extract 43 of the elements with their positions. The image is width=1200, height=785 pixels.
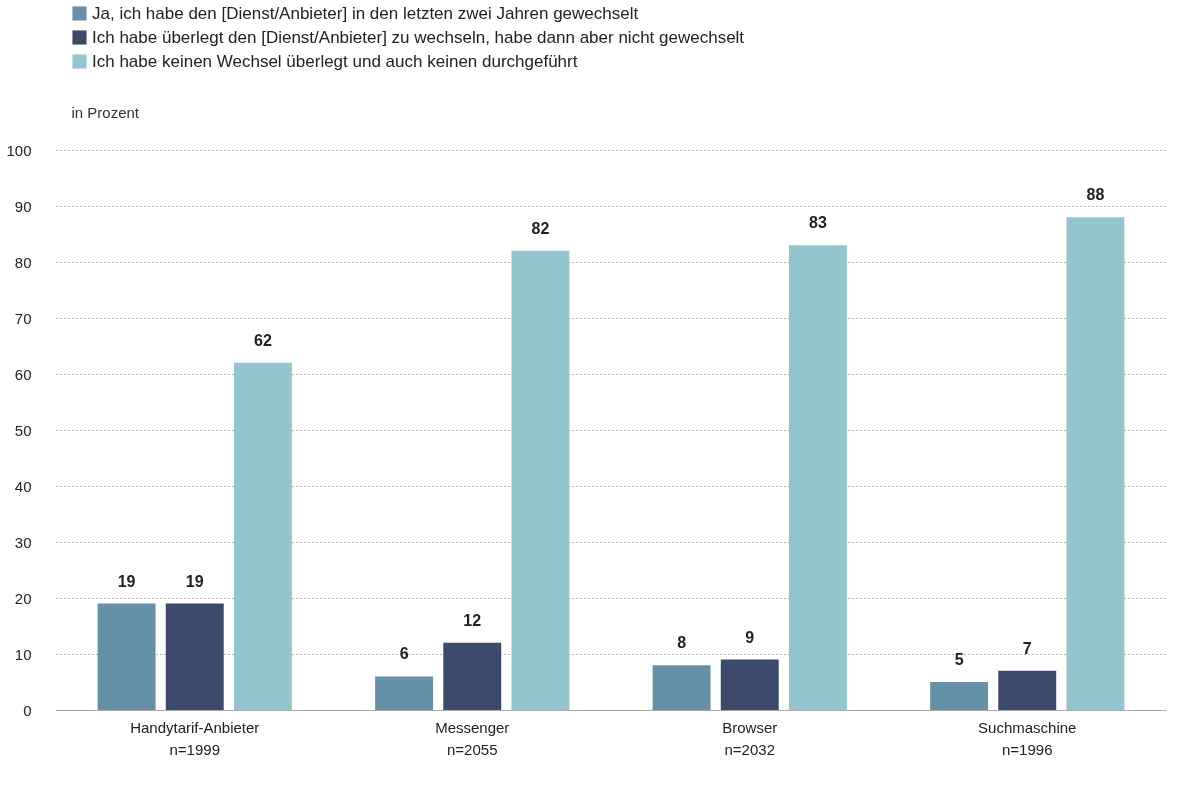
data-label: 8: [677, 634, 687, 652]
data-label: 5: [954, 651, 964, 668]
bar: [233, 362, 292, 710]
y-tick-label: 40: [14, 477, 32, 495]
bar: [1066, 217, 1125, 710]
bar: [443, 642, 502, 710]
y-tick-label: 30: [14, 533, 32, 551]
bar: [998, 670, 1057, 710]
bar: [720, 659, 779, 710]
y-tick-label: 80: [14, 253, 32, 271]
x-tick-label: Browser n=2032: [722, 718, 778, 758]
data-label: 19: [117, 572, 136, 590]
bar: [511, 250, 570, 710]
x-tick-label: Handytarif-Anbieter n=1999: [130, 718, 260, 758]
bar: [652, 665, 711, 710]
y-tick-label: 90: [14, 197, 32, 215]
legend-label: Ja, ich habe den [Dienst/Anbieter] in den letzten zwei Jahren gewechselt: [92, 3, 639, 23]
y-tick-label: 70: [14, 309, 32, 327]
data-label: 62: [254, 331, 272, 349]
data-label: 19: [185, 572, 204, 590]
bar: [930, 682, 989, 710]
legend-label: Ich habe keinen Wechsel überlegt und auch keinen durchgeführt: [92, 51, 578, 71]
y-tick-label: 0: [23, 701, 32, 719]
data-label: 83: [809, 214, 827, 232]
data-label: 82: [531, 219, 550, 237]
y-tick-label: 50: [14, 421, 32, 439]
legend-label: Ich habe überlegt den [Dienst/Anbieter] zu wechseln, habe dann aber nicht gewechselt: [92, 27, 745, 47]
y-axis-title: in Prozent: [71, 103, 140, 121]
y-tick-label: 20: [14, 589, 32, 607]
y-tick-label: 10: [14, 645, 32, 663]
data-label: 9: [745, 628, 755, 646]
data-label: 6: [399, 645, 409, 663]
x-tick-label: Suchmaschine n=1996: [978, 718, 1077, 758]
data-label: 88: [1086, 186, 1105, 204]
y-tick-label: 100: [6, 141, 32, 159]
bar: [788, 245, 847, 710]
data-label: 7: [1022, 639, 1032, 657]
bar: [97, 603, 156, 710]
y-tick-label: 60: [14, 365, 32, 383]
bar: [375, 676, 434, 710]
data-label: 12: [463, 611, 482, 629]
bar: [165, 603, 224, 710]
x-tick-label: Messenger n=2055: [435, 718, 510, 758]
